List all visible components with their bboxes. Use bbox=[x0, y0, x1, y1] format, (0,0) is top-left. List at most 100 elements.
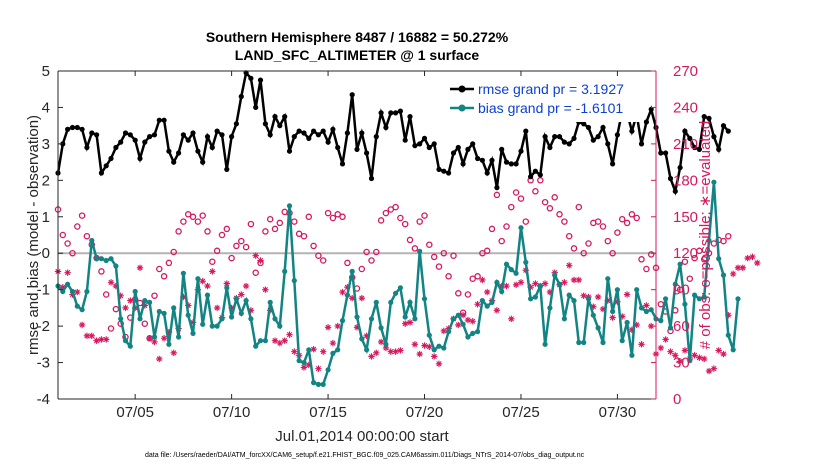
rmse-point bbox=[600, 124, 606, 131]
obs-evaluated-point bbox=[368, 353, 375, 360]
obs-possible-point bbox=[440, 249, 448, 257]
obs-possible-point bbox=[686, 275, 694, 282]
bias-point bbox=[417, 248, 423, 254]
obs-possible-point bbox=[430, 253, 438, 261]
rmse-point bbox=[508, 161, 514, 167]
rmse-point bbox=[590, 137, 596, 143]
obs-possible-point bbox=[503, 223, 510, 230]
rmse-point bbox=[89, 130, 95, 136]
obs-possible-point bbox=[614, 229, 621, 236]
obs-possible-point bbox=[175, 228, 182, 235]
bias-point bbox=[701, 294, 707, 300]
obs-evaluated-point bbox=[78, 321, 86, 329]
rmse-point bbox=[677, 165, 683, 171]
bias-point bbox=[581, 339, 587, 346]
obs-evaluated-point bbox=[199, 277, 206, 285]
series-layer bbox=[54, 70, 761, 387]
obs-evaluated-point bbox=[363, 332, 370, 340]
rmse-point bbox=[528, 174, 534, 180]
obs-possible-point bbox=[247, 220, 255, 228]
obs-evaluated-point bbox=[213, 304, 221, 312]
rmse-point bbox=[118, 139, 124, 145]
x-tick-label: 07/10 bbox=[213, 404, 251, 421]
obs-evaluated-point bbox=[136, 264, 144, 271]
bias-point bbox=[508, 267, 514, 273]
rmse-point bbox=[147, 134, 153, 140]
bias-point bbox=[455, 312, 461, 318]
obs-evaluated-point bbox=[377, 338, 385, 346]
rmse-point bbox=[354, 146, 360, 152]
obs-possible-point bbox=[107, 325, 115, 332]
y-left-tick-label: 5 bbox=[42, 63, 50, 80]
rmse-point bbox=[315, 132, 321, 138]
rmse-point bbox=[595, 134, 601, 140]
obs-evaluated-point bbox=[209, 268, 216, 275]
obs-possible-point bbox=[628, 211, 636, 218]
bias-point bbox=[624, 319, 630, 326]
obs-evaluated-point bbox=[151, 338, 158, 346]
rmse-point bbox=[441, 168, 447, 174]
rmse-point bbox=[330, 126, 336, 132]
rmse-point bbox=[494, 185, 500, 191]
obs-evaluated-point bbox=[628, 326, 636, 333]
rmse-point bbox=[79, 126, 85, 132]
obs-evaluated-point bbox=[754, 259, 761, 267]
rmse-point bbox=[185, 137, 191, 143]
bias-point bbox=[335, 347, 341, 353]
bias-point bbox=[229, 314, 235, 320]
rmse-point bbox=[446, 170, 452, 176]
obs-evaluated-point bbox=[421, 342, 428, 349]
obs-evaluated-point bbox=[170, 349, 177, 357]
obs-evaluated-point bbox=[339, 288, 346, 296]
bias-point bbox=[89, 237, 95, 244]
obs-evaluated-point bbox=[262, 286, 269, 293]
rmse-point bbox=[720, 123, 727, 129]
obs-evaluated-point bbox=[74, 288, 81, 296]
x-tick-label: 07/05 bbox=[116, 404, 154, 421]
obs-possible-point bbox=[112, 305, 120, 313]
obs-possible-point bbox=[498, 237, 505, 245]
obs-evaluated-point bbox=[623, 291, 631, 298]
obs-evaluated-point bbox=[710, 365, 718, 372]
y-right-tick-label: 90 bbox=[673, 282, 690, 299]
obs-possible-point bbox=[329, 214, 337, 222]
obs-possible-point bbox=[184, 211, 192, 218]
obs-evaluated-point bbox=[464, 316, 472, 324]
bias-point bbox=[344, 292, 350, 298]
obs-evaluated-point bbox=[334, 322, 341, 330]
obs-possible-point bbox=[421, 212, 428, 219]
obs-evaluated-point bbox=[599, 305, 607, 313]
bias-point bbox=[436, 343, 442, 349]
footer-data-file: data file: /Users/raeder/DAI/ATM_forcXX/… bbox=[145, 452, 585, 459]
bias-point bbox=[219, 316, 225, 322]
obs-possible-point bbox=[83, 232, 91, 240]
rmse-point bbox=[605, 141, 611, 147]
bias-point bbox=[364, 347, 370, 353]
obs-possible-point bbox=[638, 256, 645, 263]
bias-point bbox=[446, 329, 452, 335]
obs-evaluated-point bbox=[271, 337, 279, 344]
obs-evaluated-point bbox=[329, 339, 337, 347]
bias-point bbox=[257, 338, 264, 344]
rmse-point bbox=[716, 146, 722, 152]
bias-point bbox=[706, 237, 712, 244]
obs-evaluated-point bbox=[672, 352, 679, 359]
rmse-point bbox=[470, 141, 476, 147]
rmse-point bbox=[137, 155, 143, 162]
bias-point bbox=[619, 338, 625, 344]
bias-point bbox=[716, 256, 722, 262]
obs-possible-point bbox=[609, 249, 616, 257]
y-right-tick-label: 240 bbox=[673, 99, 698, 116]
obs-possible-point bbox=[295, 230, 303, 238]
rmse-point bbox=[585, 124, 592, 131]
rmse-point bbox=[238, 93, 244, 100]
x-tick-label: 07/30 bbox=[599, 404, 637, 421]
bias-point bbox=[658, 318, 664, 324]
obs-possible-point bbox=[618, 215, 626, 223]
obs-evaluated-point bbox=[739, 264, 747, 271]
obs-possible-point bbox=[199, 212, 206, 219]
obs-evaluated-point bbox=[392, 348, 399, 355]
obs-evaluated-point bbox=[638, 341, 645, 348]
bias-point bbox=[499, 288, 505, 295]
